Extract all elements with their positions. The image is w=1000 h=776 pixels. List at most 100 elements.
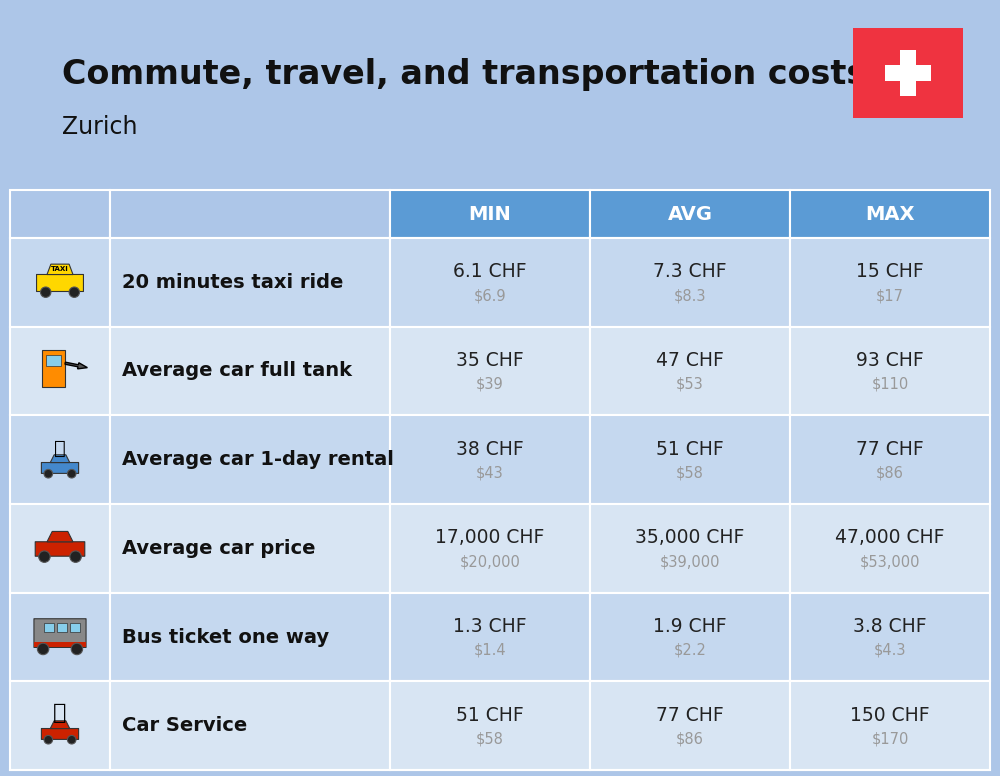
Bar — [110, 593, 390, 681]
Bar — [590, 190, 790, 238]
Text: $170: $170 — [871, 732, 909, 747]
Polygon shape — [50, 455, 70, 462]
Bar — [390, 593, 590, 681]
Text: $53,000: $53,000 — [860, 554, 920, 569]
Polygon shape — [47, 532, 73, 542]
Text: $86: $86 — [676, 732, 704, 747]
Text: 1.9 CHF: 1.9 CHF — [653, 617, 727, 636]
FancyBboxPatch shape — [41, 462, 79, 473]
Bar — [110, 681, 390, 770]
Bar — [10, 504, 110, 593]
Bar — [790, 238, 990, 327]
Text: Average car 1-day rental: Average car 1-day rental — [122, 450, 394, 469]
Bar — [44, 622, 54, 632]
Text: 150 CHF: 150 CHF — [850, 705, 930, 725]
Bar — [885, 65, 931, 81]
Bar — [590, 504, 790, 593]
Bar — [10, 327, 110, 415]
Text: $53: $53 — [676, 377, 704, 392]
Text: 7.3 CHF: 7.3 CHF — [653, 262, 727, 281]
Polygon shape — [50, 721, 70, 729]
Text: TAXI: TAXI — [51, 266, 69, 272]
Bar — [10, 415, 110, 504]
Text: $6.9: $6.9 — [474, 288, 506, 303]
Text: 20 minutes taxi ride: 20 minutes taxi ride — [122, 273, 343, 292]
Text: Car Service: Car Service — [122, 716, 247, 735]
Bar — [46, 355, 61, 365]
Text: 🔑: 🔑 — [54, 438, 66, 458]
Text: $4.3: $4.3 — [874, 643, 906, 658]
Text: MAX: MAX — [865, 205, 915, 223]
Bar — [790, 327, 990, 415]
Bar — [790, 415, 990, 504]
Text: 1.3 CHF: 1.3 CHF — [453, 617, 527, 636]
Text: $20,000: $20,000 — [460, 554, 520, 569]
Text: Zurich: Zurich — [62, 115, 138, 139]
Bar — [900, 50, 916, 96]
Bar — [42, 350, 65, 386]
Bar — [10, 238, 110, 327]
Bar — [390, 415, 590, 504]
FancyBboxPatch shape — [35, 542, 85, 556]
Text: $110: $110 — [871, 377, 909, 392]
Text: $58: $58 — [476, 732, 504, 747]
Text: AVG: AVG — [668, 205, 712, 223]
FancyArrow shape — [65, 362, 87, 369]
Circle shape — [67, 736, 76, 744]
Bar — [790, 681, 990, 770]
Text: $86: $86 — [876, 466, 904, 480]
Bar — [57, 622, 67, 632]
Text: MIN: MIN — [469, 205, 511, 223]
Bar — [110, 238, 390, 327]
Bar — [110, 327, 390, 415]
Bar — [590, 238, 790, 327]
Bar — [790, 593, 990, 681]
Bar — [110, 190, 390, 238]
Bar — [34, 643, 86, 647]
Text: Average car price: Average car price — [122, 539, 316, 558]
Bar — [790, 190, 990, 238]
Text: $2.2: $2.2 — [674, 643, 706, 658]
Text: $39,000: $39,000 — [660, 554, 720, 569]
Bar — [70, 622, 80, 632]
Text: Bus ticket one way: Bus ticket one way — [122, 628, 329, 646]
Circle shape — [37, 643, 49, 655]
Text: Average car full tank: Average car full tank — [122, 362, 352, 380]
Circle shape — [69, 287, 80, 297]
Bar — [590, 415, 790, 504]
Bar — [10, 681, 110, 770]
Circle shape — [71, 643, 83, 655]
Text: 15 CHF: 15 CHF — [856, 262, 924, 281]
FancyBboxPatch shape — [34, 618, 86, 647]
Text: Commute, travel, and transportation costs: Commute, travel, and transportation cost… — [62, 58, 866, 91]
Text: 35,000 CHF: 35,000 CHF — [635, 528, 745, 547]
Text: $1.4: $1.4 — [474, 643, 506, 658]
Circle shape — [39, 551, 50, 563]
Circle shape — [67, 469, 76, 478]
Bar — [390, 327, 590, 415]
Text: 47 CHF: 47 CHF — [656, 351, 724, 370]
Text: 51 CHF: 51 CHF — [456, 705, 524, 725]
Bar — [390, 504, 590, 593]
Text: 35 CHF: 35 CHF — [456, 351, 524, 370]
Text: 77 CHF: 77 CHF — [856, 439, 924, 459]
Text: $39: $39 — [476, 377, 504, 392]
Bar — [110, 504, 390, 593]
FancyBboxPatch shape — [37, 275, 83, 292]
Bar — [590, 593, 790, 681]
Bar — [110, 415, 390, 504]
Circle shape — [44, 736, 53, 744]
Circle shape — [40, 287, 51, 297]
Text: 3.8 CHF: 3.8 CHF — [853, 617, 927, 636]
Text: $43: $43 — [476, 466, 504, 480]
Text: 38 CHF: 38 CHF — [456, 439, 524, 459]
Bar — [390, 681, 590, 770]
Bar — [390, 190, 590, 238]
Bar — [590, 681, 790, 770]
Text: $8.3: $8.3 — [674, 288, 706, 303]
Bar — [390, 238, 590, 327]
Circle shape — [44, 469, 53, 478]
FancyBboxPatch shape — [41, 729, 79, 740]
Bar — [10, 190, 110, 238]
Text: 🔧: 🔧 — [53, 702, 67, 722]
